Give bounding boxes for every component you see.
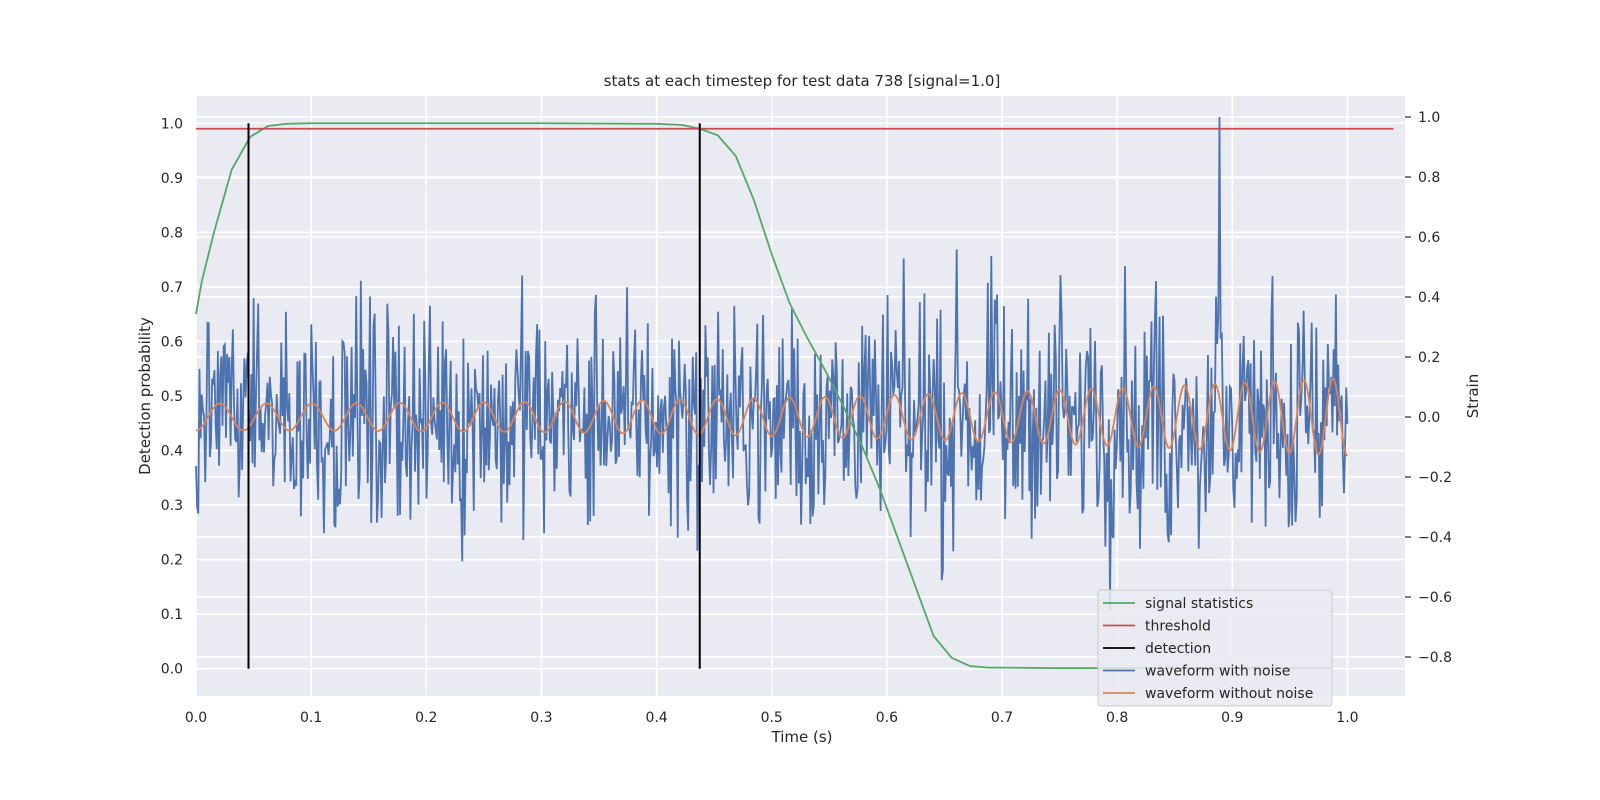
y-tick-label-right: −0.6 <box>1418 590 1452 606</box>
x-tick-label: 0.9 <box>1221 710 1243 726</box>
y-tick-label-right: 0.8 <box>1418 170 1440 186</box>
y-tick-label-right: 0.0 <box>1418 410 1440 426</box>
legend: signal statistics threshold detection wavef… <box>1097 589 1333 707</box>
series-waveform-with-noise <box>195 116 1349 610</box>
x-tick-label: 0.6 <box>876 710 898 726</box>
y-tick-label-right: 0.2 <box>1418 350 1440 366</box>
legend-box <box>1097 589 1333 707</box>
x-tick-label: 0.8 <box>1106 710 1128 726</box>
x-tick-label: 0.7 <box>991 710 1013 726</box>
x-tick-label: 0.4 <box>645 710 667 726</box>
y-tick-label-left: 1.0 <box>161 116 183 132</box>
x-tick-label: 0.2 <box>415 710 437 726</box>
legend-label: detection <box>1145 641 1211 657</box>
y-tick-label-right: −0.2 <box>1418 470 1452 486</box>
y-tick-label-right: −0.8 <box>1418 650 1452 666</box>
y-tick-label-right: 0.6 <box>1418 230 1440 246</box>
y-tick-label-left: 0.3 <box>161 498 183 514</box>
y-tick-label-left: 0.9 <box>161 171 183 187</box>
chart-title: stats at each timestep for test data 738… <box>604 72 1001 90</box>
legend-label: threshold <box>1145 619 1211 635</box>
y-tick-label-left: 0.0 <box>161 662 183 678</box>
x-tick-label: 0.1 <box>300 710 322 726</box>
y-tick-label-right: −0.4 <box>1418 530 1452 546</box>
y-tick-label-left: 0.4 <box>161 444 183 460</box>
x-tick-label: 0.5 <box>761 710 783 726</box>
legend-label: waveform with noise <box>1145 664 1290 680</box>
y-axis-label-left: Detection probability <box>136 317 154 475</box>
y-tick-label-left: 0.1 <box>161 607 183 623</box>
y-axis-label-right: Strain <box>1464 374 1482 418</box>
x-tick-label: 1.0 <box>1336 710 1358 726</box>
x-tick-label: 0.0 <box>185 710 207 726</box>
y-tick-label-right: 0.4 <box>1418 290 1440 306</box>
axes: 0.0 0.1 0.2 0.3 0.4 0.5 0.6 0.7 0.8 0.9 1.0 0.0 0.1 0… <box>161 110 1452 726</box>
y-tick-label-left: 0.5 <box>161 389 183 405</box>
y-tick-label-left: 0.6 <box>161 334 183 350</box>
series-layer <box>195 116 1394 670</box>
legend-label: waveform without noise <box>1145 686 1313 702</box>
series-waveform-without-noise <box>195 377 1348 457</box>
y-tick-label-left: 0.7 <box>161 280 183 296</box>
x-axis-label: Time (s) <box>771 728 833 746</box>
x-tick-label: 0.3 <box>530 710 552 726</box>
y-tick-label-right: 1.0 <box>1418 110 1440 126</box>
legend-label: signal statistics <box>1145 596 1253 612</box>
series-signal-statistics <box>195 122 1331 670</box>
y-tick-label-left: 0.8 <box>161 225 183 241</box>
y-tick-label-left: 0.2 <box>161 553 183 569</box>
